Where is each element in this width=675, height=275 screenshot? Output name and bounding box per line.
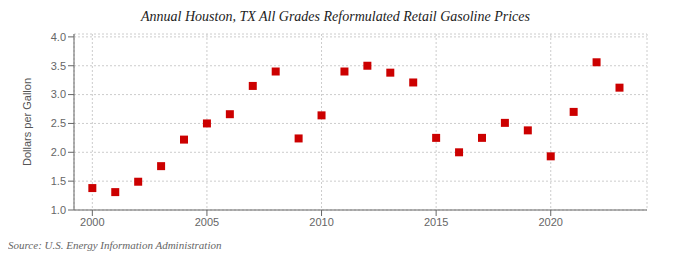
svg-text:2.5: 2.5 [51, 117, 66, 129]
svg-text:3.5: 3.5 [51, 60, 66, 72]
svg-text:4.0: 4.0 [51, 31, 66, 43]
svg-text:2020: 2020 [538, 216, 562, 228]
svg-text:3.0: 3.0 [51, 88, 66, 100]
svg-text:1.0: 1.0 [51, 204, 66, 216]
svg-text:2015: 2015 [424, 216, 448, 228]
svg-text:2005: 2005 [195, 216, 219, 228]
svg-text:1.5: 1.5 [51, 175, 66, 187]
svg-text:2010: 2010 [309, 216, 333, 228]
html-text:Source: U.S. Energy Informatio: Source: U.S. Energy Information Administ… [8, 239, 222, 251]
svg-text:2000: 2000 [80, 216, 104, 228]
svg-text:Dollars per Gallon: Dollars per Gallon [21, 78, 33, 166]
svg-text:2.0: 2.0 [51, 146, 66, 158]
html-text:Annual Houston, TX All Grades: Annual Houston, TX All Grades Reformulat… [141, 9, 530, 24]
